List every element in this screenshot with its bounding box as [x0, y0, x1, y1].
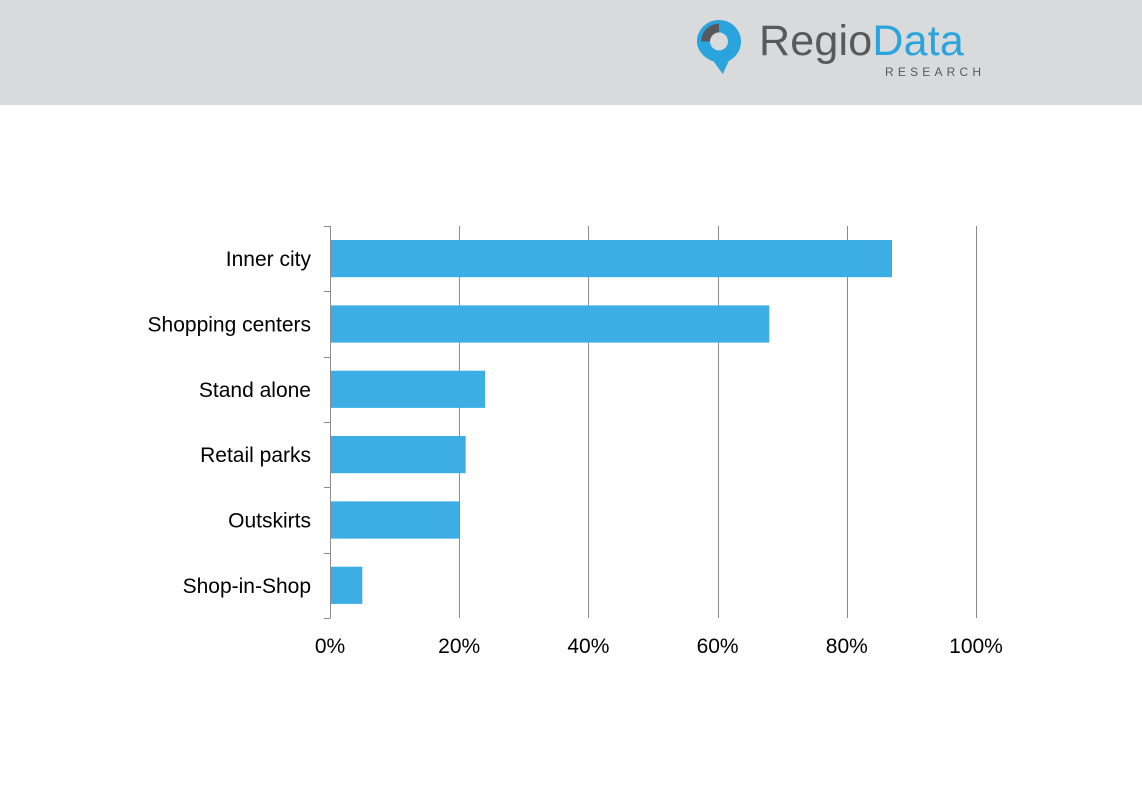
x-tick-label: 0%	[315, 635, 345, 658]
bar-shopping-centers	[330, 305, 770, 343]
map-pin-icon	[697, 20, 741, 74]
brand-tagline: RESEARCH	[885, 65, 986, 79]
brand-name-data: Data	[872, 17, 964, 65]
category-label: Inner city	[226, 248, 312, 271]
x-tick-label: 100%	[949, 635, 1003, 658]
tick-labels: Inner city Shopping centers Stand alone Ret…	[148, 248, 1003, 658]
bar-retail-parks	[330, 436, 466, 474]
bar-inner-city	[330, 240, 892, 278]
category-label: Shop-in-Shop	[183, 575, 311, 598]
category-label: Outskirts	[228, 510, 311, 533]
x-tick-label: 60%	[697, 635, 739, 658]
bar-shop-in-shop	[330, 566, 363, 604]
brand-wordmark: RegioData	[759, 15, 964, 67]
gridlines	[459, 226, 977, 618]
category-label: Retail parks	[200, 444, 311, 467]
x-tick-label: 80%	[826, 635, 868, 658]
bar-stand-alone	[330, 370, 485, 408]
bar-outskirts	[330, 501, 460, 539]
brand-logo[interactable]: RegioData RESEARCH	[697, 15, 997, 82]
category-label: Shopping centers	[148, 314, 311, 337]
x-tick-label: 40%	[567, 635, 609, 658]
category-label: Stand alone	[199, 379, 311, 402]
header-band: RegioData RESEARCH	[0, 0, 1142, 105]
brand-name-regio: Regio	[759, 17, 873, 65]
axes	[324, 226, 331, 619]
bars	[330, 240, 892, 604]
x-tick-label: 20%	[438, 635, 480, 658]
